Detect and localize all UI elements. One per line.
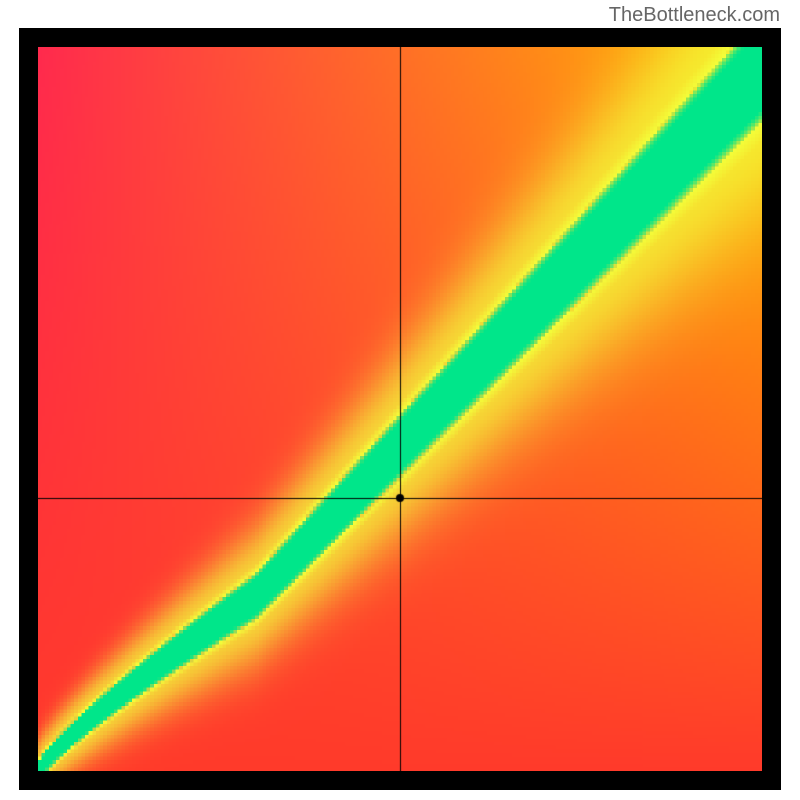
crosshair-overlay: [38, 47, 762, 771]
watermark-text: TheBottleneck.com: [609, 4, 780, 27]
chart-frame: [19, 28, 781, 790]
